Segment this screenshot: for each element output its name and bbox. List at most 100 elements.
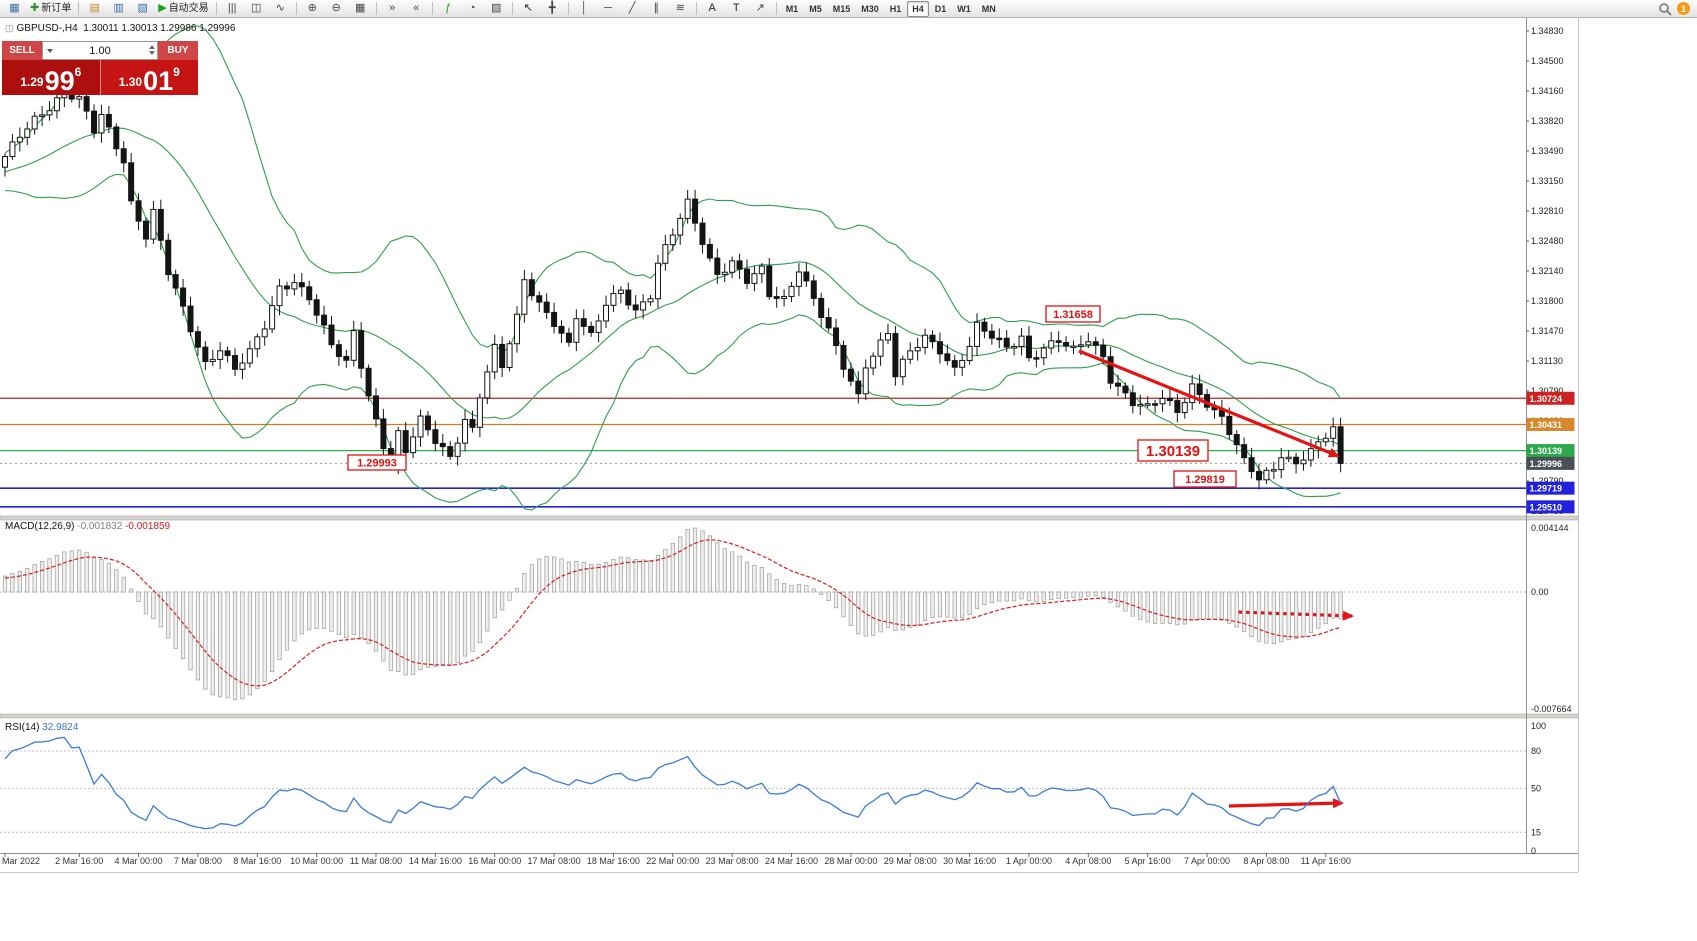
bid-price[interactable]: 1.29 99 6 <box>2 60 101 95</box>
timeframe-h1-button[interactable]: H1 <box>889 3 902 14</box>
svg-text:11 Mar 08:00: 11 Mar 08:00 <box>350 856 402 866</box>
svg-text:22 Mar 00:00: 22 Mar 00:00 <box>646 856 699 866</box>
chart-shift-button[interactable]: « <box>405 0 428 18</box>
horizontal-line-button[interactable]: ─ <box>597 0 620 18</box>
timeframe-mn-button[interactable]: MN <box>981 3 996 14</box>
svg-text:1.30139: 1.30139 <box>1530 446 1563 456</box>
toolbar-items: ▦ ✚ 新订单 ▤ ▥ ▧ ▶ 自动交易 ||| ◫ ∿ ⊕ ⊖ ▦ » « ƒ ◔ ▨ ↖ ╋ │ ─ ╱ ∥ ≋ A T ↗ <box>3 0 772 18</box>
arrows-tool-button[interactable]: ↗ <box>749 0 772 18</box>
price-annotation-text: 1.31658 <box>1053 309 1093 321</box>
crosshair-button[interactable]: ╋ <box>541 0 564 18</box>
tile-windows-icon: ▦ <box>354 2 366 14</box>
zoom-out-button[interactable]: ⊖ <box>325 0 348 18</box>
price-annotation-box[interactable] <box>1173 470 1237 488</box>
rsi-value: 32.9824 <box>42 722 79 733</box>
time-axis[interactable]: Mar 2022 2 Mar 16:00 4 Mar 00:00 7 Mar 08:0… <box>2 853 1351 866</box>
symbol-legend: ◫ GBPUSD-,H4 1.30011 1.30013 1.29986 1.29… <box>5 23 235 34</box>
trend-arrow[interactable] <box>1078 349 1340 458</box>
volume-input[interactable]: 1.00 <box>42 41 158 60</box>
rsi-axis-label: 15 <box>1531 827 1541 837</box>
candlestick-chart-button[interactable]: ◫ <box>245 0 268 18</box>
tile-windows-button[interactable]: ▦ <box>349 0 372 18</box>
volume-value: 1.00 <box>89 44 111 57</box>
price-tag <box>1526 500 1575 514</box>
macd-label: MACD(12,26,9) <box>5 521 75 532</box>
equidistant-channel-button[interactable]: ∥ <box>645 0 668 18</box>
sell-button[interactable]: SELL <box>2 41 42 60</box>
main-chart-plot[interactable] <box>0 25 1526 511</box>
timeframe-m5-button[interactable]: M5 <box>809 3 822 14</box>
text-button[interactable]: A <box>701 0 724 18</box>
bollinger-bands <box>4 25 1342 511</box>
ask-price[interactable]: 1.30 01 9 <box>100 60 198 95</box>
svg-text:1.29790: 1.29790 <box>1531 476 1564 486</box>
svg-text:14 Mar 16:00: 14 Mar 16:00 <box>409 856 462 866</box>
svg-text:1.29996: 1.29996 <box>1530 459 1563 469</box>
rsi-panel[interactable] <box>0 736 1526 833</box>
notification-badge[interactable]: 1 <box>1677 2 1690 15</box>
data-window-icon: ▥ <box>113 2 124 14</box>
new-order-button[interactable]: ✚ 新订单 <box>27 0 74 18</box>
timeframe-m30-button[interactable]: M30 <box>861 3 879 14</box>
market-watch-button[interactable]: ▤ <box>83 0 106 18</box>
timeframe-h4-button[interactable]: H4 <box>907 0 929 17</box>
vertical-line-button[interactable]: │ <box>573 0 596 18</box>
auto-scroll-button[interactable]: » <box>381 0 404 18</box>
toolbar-separator <box>295 2 297 15</box>
price-annotation-box[interactable] <box>1045 305 1101 323</box>
bar-chart-icon: ||| <box>227 2 237 14</box>
macd-signal-value: -0.001859 <box>125 521 171 532</box>
periods-button[interactable]: ◔ <box>461 0 484 18</box>
fibonacci-button[interactable]: ≋ <box>669 0 692 18</box>
new-order-label: 新订单 <box>41 2 72 14</box>
svg-text:1.31470: 1.31470 <box>1531 326 1564 336</box>
svg-text:1.33820: 1.33820 <box>1531 116 1564 126</box>
timeframe-m15-button[interactable]: M15 <box>832 3 851 14</box>
trend-arrow[interactable] <box>1228 798 1344 809</box>
templates-button[interactable]: ▨ <box>485 0 508 18</box>
volume-spinner[interactable] <box>149 45 155 55</box>
zoom-in-button[interactable]: ⊕ <box>301 0 324 18</box>
panel-separator[interactable] <box>0 515 1579 521</box>
timeframe-m1-button[interactable]: M1 <box>785 3 799 14</box>
search-button[interactable] <box>1653 0 1676 18</box>
line-chart-icon: ∿ <box>275 2 285 14</box>
toolbar: ▦ ✚ 新订单 ▤ ▥ ▧ ▶ 自动交易 ||| ◫ ∿ ⊕ ⊖ ▦» «ƒ ◔ ▨ ↖ ╋ │ ─ ╱ ∥ ≋ A T ↗ M1 M… <box>0 0 1697 18</box>
svg-text:1.30724: 1.30724 <box>1530 394 1563 404</box>
autotrading-button[interactable]: ▶ 自动交易 <box>155 0 211 18</box>
price-annotation-box[interactable] <box>1137 439 1209 462</box>
rsi-label: RSI(14) <box>5 722 40 733</box>
trendline-button[interactable]: ╱ <box>621 0 644 18</box>
horizontal-line-icon: ─ <box>604 2 613 14</box>
trendline-icon: ╱ <box>628 2 636 14</box>
charts-grid-button[interactable]: ▦ <box>3 0 26 18</box>
timeframe-w1-button[interactable]: W1 <box>957 3 971 14</box>
svg-text:7 Mar 08:00: 7 Mar 08:00 <box>174 856 222 866</box>
line-chart-button[interactable]: ∿ <box>269 0 292 18</box>
svg-text:16 Mar 00:00: 16 Mar 00:00 <box>468 856 521 866</box>
crosshair-icon: ╋ <box>548 2 556 14</box>
price-axis[interactable]: 1.34830 1.34500 1.34160 1.33820 1.33490 1.331… <box>1526 26 1575 516</box>
price-annotation-box[interactable] <box>347 454 407 471</box>
spinner-up-icon[interactable] <box>149 45 155 49</box>
svg-text:1.29719: 1.29719 <box>1530 484 1563 494</box>
spinner-down-icon[interactable] <box>149 51 155 55</box>
buy-button[interactable]: BUY <box>158 41 198 60</box>
indicators-button[interactable]: ƒ <box>437 0 460 18</box>
rsi-axis-label: 0 <box>1531 846 1536 856</box>
navigator-icon: ▧ <box>137 2 148 14</box>
price-tag <box>1526 456 1575 470</box>
cursor-button[interactable]: ↖ <box>517 0 540 18</box>
data-window-button[interactable]: ▥ <box>107 0 130 18</box>
volume-dropdown-icon[interactable] <box>47 49 53 53</box>
timeframe-d1-button[interactable]: D1 <box>934 3 947 14</box>
navigator-button[interactable]: ▧ <box>131 0 154 18</box>
price-tag <box>1526 391 1575 405</box>
toolbar-separator <box>375 2 377 15</box>
bar-chart-button[interactable]: ||| <box>221 0 244 18</box>
panel-separator[interactable] <box>0 713 1579 719</box>
text-label-button[interactable]: T <box>725 0 748 18</box>
macd-panel[interactable] <box>0 527 1526 701</box>
